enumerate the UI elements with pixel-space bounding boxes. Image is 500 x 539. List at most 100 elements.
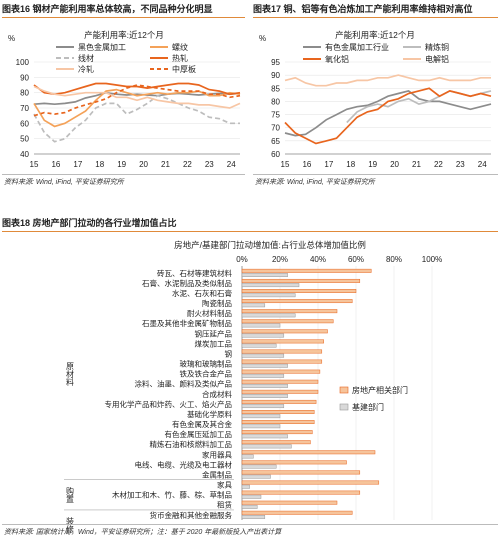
group-label: 装修	[66, 516, 75, 534]
category-label: 玻璃和玻璃制品	[180, 359, 233, 369]
x-tick-label: 22	[434, 160, 443, 169]
category-label: 电线、电缆、光缆及电工器材	[135, 459, 233, 469]
y-tick-label: 85	[271, 84, 280, 93]
figure16-source: 资料来源: Wind, iFind, 平安证券研究所	[4, 179, 124, 186]
bar-infrastructure	[241, 283, 300, 288]
category-label: 钢	[225, 348, 233, 358]
category-label: 精炼石油和核燃料加工品	[150, 439, 233, 449]
bar-real-estate	[241, 359, 323, 364]
series-line-1	[284, 89, 492, 137]
x-tick-label: 21	[412, 160, 421, 169]
y-tick-label: 90	[271, 71, 280, 80]
bar-infrastructure	[241, 515, 266, 519]
bar-infrastructure	[241, 273, 288, 277]
bar-real-estate	[241, 379, 319, 384]
bar-infrastructure	[241, 293, 296, 298]
bar-infrastructure	[241, 414, 281, 419]
x-tick-label: 23	[456, 160, 465, 169]
y-tick-label: 80	[20, 89, 29, 98]
series-line-4	[284, 74, 491, 87]
category-label: 煤炭加工品	[195, 338, 233, 348]
bar-infrastructure	[241, 323, 281, 328]
group-label: 原材料	[66, 362, 75, 387]
group-label: 购置	[66, 486, 75, 503]
bar-real-estate	[241, 450, 376, 455]
bar-real-estate	[241, 289, 357, 293]
category-label: 家具	[217, 480, 232, 490]
x-tick-label: 23	[205, 160, 214, 169]
x-tick-label: 24	[478, 160, 487, 169]
legend-label-1: 有色金属加工行业	[325, 42, 389, 52]
category-label: 有色金属及其合金	[172, 419, 232, 429]
bar-real-estate	[241, 440, 311, 445]
figure18-title-rule	[2, 231, 498, 232]
x-tick-label: 40%	[310, 255, 326, 264]
bar-infrastructure	[241, 504, 258, 509]
category-label: 有色金属压延加工品	[165, 429, 233, 439]
bar-real-estate	[241, 399, 317, 404]
legend-label-4: 热轧	[172, 53, 188, 63]
x-tick-label: 80%	[386, 255, 402, 264]
figure17-line-chart: 产能利用率:近12个月% 60 65 70 75 80 85 90 95 15 16 17 18 19 20…	[259, 30, 492, 169]
category-label: 砖瓦、石材等建筑材料	[157, 268, 232, 278]
bar-real-estate	[241, 268, 372, 273]
chart-title: 产能利用率:近12个月	[84, 30, 164, 40]
bar-infrastructure	[241, 464, 277, 469]
x-tick-label: 19	[117, 160, 126, 169]
chart-title: 产能利用率:近12个月	[335, 30, 415, 40]
figure17-title: 图表17 铜、铝等有色冶炼加工产能利用率维持相对高位	[253, 4, 473, 14]
figure17-source-rule	[253, 174, 498, 175]
legend-label-2: 精炼铜	[425, 42, 449, 52]
bar-real-estate	[241, 389, 319, 394]
bar-infrastructure	[241, 434, 288, 439]
series-line-5	[33, 85, 241, 109]
y-tick-label: 50	[20, 135, 29, 144]
y-tick-label: 60	[271, 150, 280, 159]
x-tick-label: 16	[51, 160, 60, 169]
legend-swatch-2	[339, 403, 349, 411]
category-label: 金属制品	[202, 469, 232, 479]
bar-infrastructure	[241, 424, 281, 429]
x-tick-label: 15	[281, 160, 290, 169]
figure16-title: 图表16 钢材产能利用率总体较高，不同品种分化明显	[2, 4, 213, 14]
x-tick-label: 21	[161, 160, 170, 169]
bar-infrastructure	[241, 383, 288, 388]
bar-real-estate	[241, 430, 313, 435]
y-tick-label: 60	[20, 119, 29, 128]
category-label: 石墨及其他非金属矿物制品	[142, 318, 232, 328]
category-label: 货币金融和其他金融服务	[150, 510, 233, 520]
x-tick-label: 19	[368, 160, 377, 169]
bar-infrastructure	[241, 394, 288, 398]
bar-infrastructure	[241, 353, 285, 358]
y-tick-label: 40	[20, 150, 29, 159]
figure17-source: 资料来源: Wind, iFind, 平安证券研究所	[255, 179, 375, 186]
figure16-title-rule	[2, 17, 245, 18]
bar-infrastructure	[241, 444, 292, 449]
bar-infrastructure	[241, 494, 262, 499]
bar-real-estate	[241, 480, 380, 485]
y-tick-label: 100	[16, 58, 30, 67]
legend-label-5: 冷轧	[78, 64, 94, 74]
figure18-bar-chart: 房地产/基建部门拉动增加值:占行业总体增加值比例 0% 20% 40% 60% 80% 10…	[64, 240, 442, 534]
x-tick-label: 20	[390, 160, 399, 169]
y-tick-label: 95	[271, 58, 280, 67]
series-line-6	[33, 84, 241, 117]
chart-title: 房地产/基建部门拉动增加值:占行业总体增加值比例	[174, 240, 366, 250]
x-tick-label: 18	[346, 160, 355, 169]
legend-label-3: 线材	[78, 53, 94, 63]
category-label: 水泥、石灰和石膏	[172, 288, 232, 298]
bar-real-estate	[241, 349, 323, 354]
legend-label-6: 中厚板	[172, 64, 196, 74]
legend-label-1: 黑色金属加工	[78, 42, 126, 52]
bar-infrastructure	[241, 373, 285, 378]
figure18-source: 资料来源: 国家统计局，Wind，平安证券研究所；注：基于 2020 年最新版投…	[4, 529, 282, 536]
bar-real-estate	[241, 510, 353, 515]
bar-real-estate	[241, 369, 321, 374]
bar-real-estate	[241, 420, 315, 424]
bar-real-estate	[241, 329, 328, 334]
x-tick-label: 20	[139, 160, 148, 169]
y-tick-label: 70	[271, 124, 280, 133]
y-tick-label: 75	[271, 111, 280, 120]
x-tick-label: 18	[95, 160, 104, 169]
category-label: 木材加工和木、竹、藤、棕、草制品	[112, 490, 232, 500]
